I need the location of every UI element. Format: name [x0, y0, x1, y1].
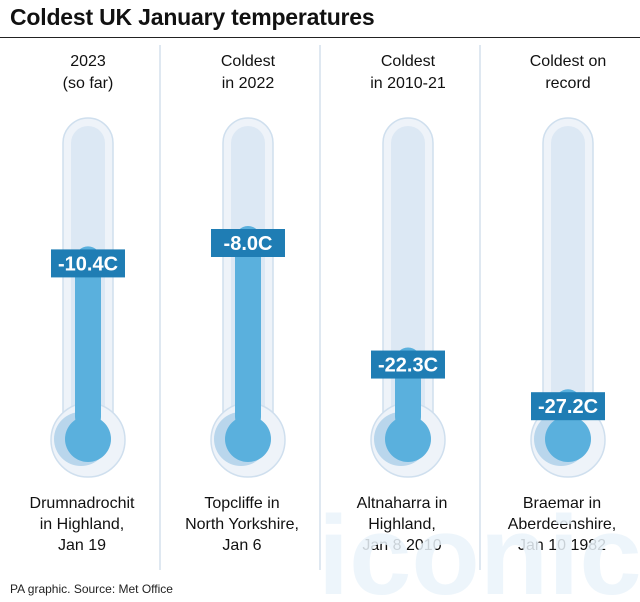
- column-header-line: (so far): [63, 75, 114, 92]
- title-divider: [0, 37, 640, 38]
- location-label-line: Topcliffe in: [204, 495, 279, 512]
- mercury-column: [235, 226, 261, 430]
- column-header-line: Coldest: [381, 53, 436, 70]
- location-label-line: Altnaharra in: [357, 495, 448, 512]
- thermometer-column: Coldest on record -27.2C Braemar in Aberdeen…: [508, 53, 617, 554]
- thermometer-column: Coldest in 2010-21 -22.3C Altnaharra in High…: [357, 53, 448, 554]
- column-header-line: 2023: [70, 53, 106, 70]
- source-note: PA graphic. Source: Met Office: [10, 582, 173, 596]
- column-header-line: Coldest: [221, 53, 276, 70]
- bulb-mercury: [545, 416, 591, 462]
- value-label-box: [51, 249, 125, 278]
- chart-title: Coldest UK January temperatures: [10, 4, 375, 30]
- value-label-box: [371, 350, 445, 379]
- thermometer-column: 2023 (so far) -10.4C Drumnadrochit in Highla…: [30, 53, 135, 554]
- location-label: Topcliffe in North Yorkshire, Jan 6: [185, 495, 299, 554]
- value-label: -22.3C: [378, 355, 438, 377]
- thermometer-column: Coldest in 2022 -8.0C Topcliffe in North Yor…: [185, 53, 299, 554]
- location-label-line: Jan 10 1982: [518, 537, 606, 554]
- value-label: -27.2C: [538, 396, 598, 418]
- value-label: -8.0C: [224, 233, 273, 255]
- tube-inner: [551, 126, 585, 426]
- column-header-line: in 2010-21: [370, 75, 446, 92]
- location-label-line: Highland,: [368, 516, 436, 533]
- column-header: Coldest in 2010-21: [370, 53, 446, 92]
- column-header-line: Coldest on: [530, 53, 607, 70]
- bulb-mercury: [65, 416, 111, 462]
- value-label: -10.4C: [58, 253, 118, 275]
- location-label-line: Aberdeenshire,: [508, 516, 617, 533]
- bulb-mercury: [385, 416, 431, 462]
- location-label-line: Jan 6: [222, 537, 261, 554]
- location-label-line: Drumnadrochit: [30, 495, 135, 512]
- column-header: Coldest in 2022: [221, 53, 276, 92]
- location-label: Drumnadrochit in Highland, Jan 19: [30, 495, 135, 554]
- location-label-line: North Yorkshire,: [185, 516, 299, 533]
- location-label: Altnaharra in Highland, Jan 8 2010: [357, 495, 448, 554]
- location-label-line: Jan 19: [58, 537, 106, 554]
- value-label-box: [211, 229, 285, 257]
- location-label: Braemar in Aberdeenshire, Jan 10 1982: [508, 495, 617, 554]
- column-header-line: record: [545, 75, 590, 92]
- location-label-line: Jan 8 2010: [362, 537, 441, 554]
- location-label-line: Braemar in: [523, 495, 601, 512]
- value-label-box: [531, 392, 605, 421]
- location-label-line: in Highland,: [40, 516, 125, 533]
- mercury-column: [75, 246, 101, 430]
- column-header: 2023 (so far): [63, 53, 114, 92]
- bulb-mercury: [225, 416, 271, 462]
- column-header: Coldest on record: [530, 53, 607, 92]
- column-header-line: in 2022: [222, 75, 275, 92]
